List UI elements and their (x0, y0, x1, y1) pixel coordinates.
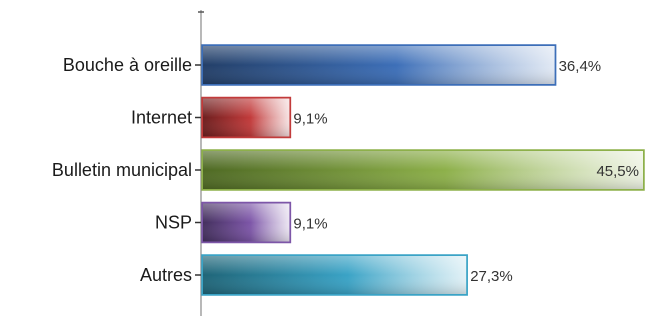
category-label: Bulletin municipal (52, 160, 192, 180)
value-label: 45,5% (596, 163, 639, 180)
bar-sheen-2 (203, 151, 643, 189)
category-label: Autres (140, 265, 192, 285)
category-label: NSP (155, 213, 192, 233)
bar-sheen-3 (203, 203, 290, 242)
bar-sheen-0 (203, 46, 555, 84)
labels-layer: Bouche à oreille 36,4% Internet 9,1% Bulleti… (52, 55, 639, 285)
value-label: 9,1% (293, 216, 327, 233)
bars-layer (201, 44, 645, 296)
category-label: Bouche à oreille (63, 55, 192, 75)
value-label: 27,3% (470, 268, 513, 285)
category-label: Internet (131, 108, 192, 128)
bar-sheen-4 (203, 256, 467, 294)
value-label: 9,1% (293, 111, 327, 128)
bar-sheen-1 (203, 98, 290, 137)
value-label: 36,4% (559, 58, 602, 75)
